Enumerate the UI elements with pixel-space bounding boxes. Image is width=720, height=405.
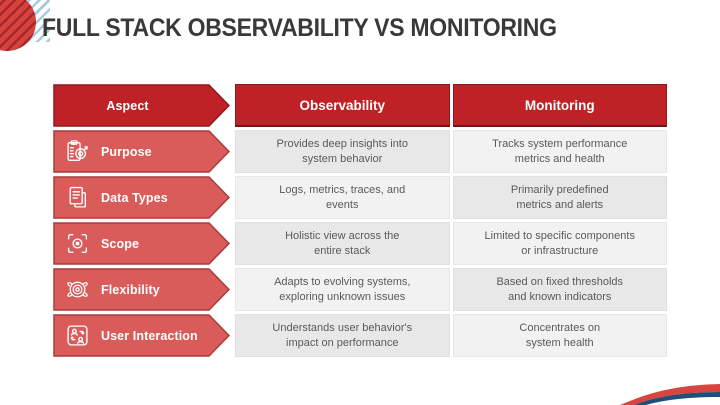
striped-circle-decoration [0, 0, 36, 51]
table-cell: Understands user behavior's impact on pe… [235, 314, 450, 357]
aspect-item-label: Flexibility [101, 282, 160, 297]
arrow-shape [53, 268, 230, 311]
table-cell: Holistic view across the entire stack [235, 222, 450, 265]
aspect-item-flexibility: Flexibility [53, 268, 230, 311]
aspect-item-purpose: Purpose [53, 130, 230, 173]
flex-net-icon [67, 281, 88, 298]
table-cell: Limited to specific components or infras… [452, 222, 667, 265]
table-cell: Based on fixed thresholds and known indi… [452, 268, 667, 311]
arrow-shape [53, 314, 230, 357]
table-cell: Primarily predefined metrics and alerts [452, 176, 667, 219]
comparison-table: Observability Monitoring Provides deep i… [235, 84, 667, 360]
documents-icon [69, 186, 86, 208]
table-cell: Tracks system performance metrics and he… [452, 130, 667, 173]
table-header-row: Observability Monitoring [235, 84, 667, 127]
users-exchange-icon [67, 325, 88, 346]
aspect-item-label: Purpose [101, 144, 152, 159]
table-row-flexibility: Adapts to evolving systems, exploring un… [235, 268, 667, 311]
aspect-column: Aspect Purpose [53, 84, 230, 360]
aspect-item-label: Scope [101, 236, 140, 251]
aspect-item-scope: Scope [53, 222, 230, 265]
focus-icon [67, 233, 88, 254]
table-row-purpose: Provides deep insights into system behav… [235, 130, 667, 173]
table-cell: Logs, metrics, traces, and events [235, 176, 450, 219]
table-cell: Concentrates on system health [452, 314, 667, 357]
column-header-observability: Observability [235, 84, 450, 127]
page-title: FULL STACK OBSERVABILITY VS MONITORING [42, 14, 557, 42]
corner-arcs-decoration [620, 384, 720, 405]
arrow-shape [53, 222, 230, 265]
table-cell: Adapts to evolving systems, exploring un… [235, 268, 450, 311]
column-header-monitoring: Monitoring [452, 84, 667, 127]
aspect-header-arrow: Aspect [53, 84, 230, 127]
table-cell: Provides deep insights into system behav… [235, 130, 450, 173]
aspect-item-data-types: Data Types [53, 176, 230, 219]
arrow-shape [53, 130, 230, 173]
aspect-item-label: Data Types [101, 190, 168, 205]
aspect-item-label: User Interaction [101, 328, 198, 343]
aspect-header-label: Aspect [106, 98, 149, 113]
table-row-user-interaction: Understands user behavior's impact on pe… [235, 314, 667, 357]
arrow-shape [53, 176, 230, 219]
table-row-data-types: Logs, metrics, traces, and events Primar… [235, 176, 667, 219]
arrow-shape [53, 84, 230, 127]
aspect-item-user-interaction: User Interaction [53, 314, 230, 357]
clipboard-target-icon [67, 140, 88, 162]
table-row-scope: Holistic view across the entire stack Li… [235, 222, 667, 265]
